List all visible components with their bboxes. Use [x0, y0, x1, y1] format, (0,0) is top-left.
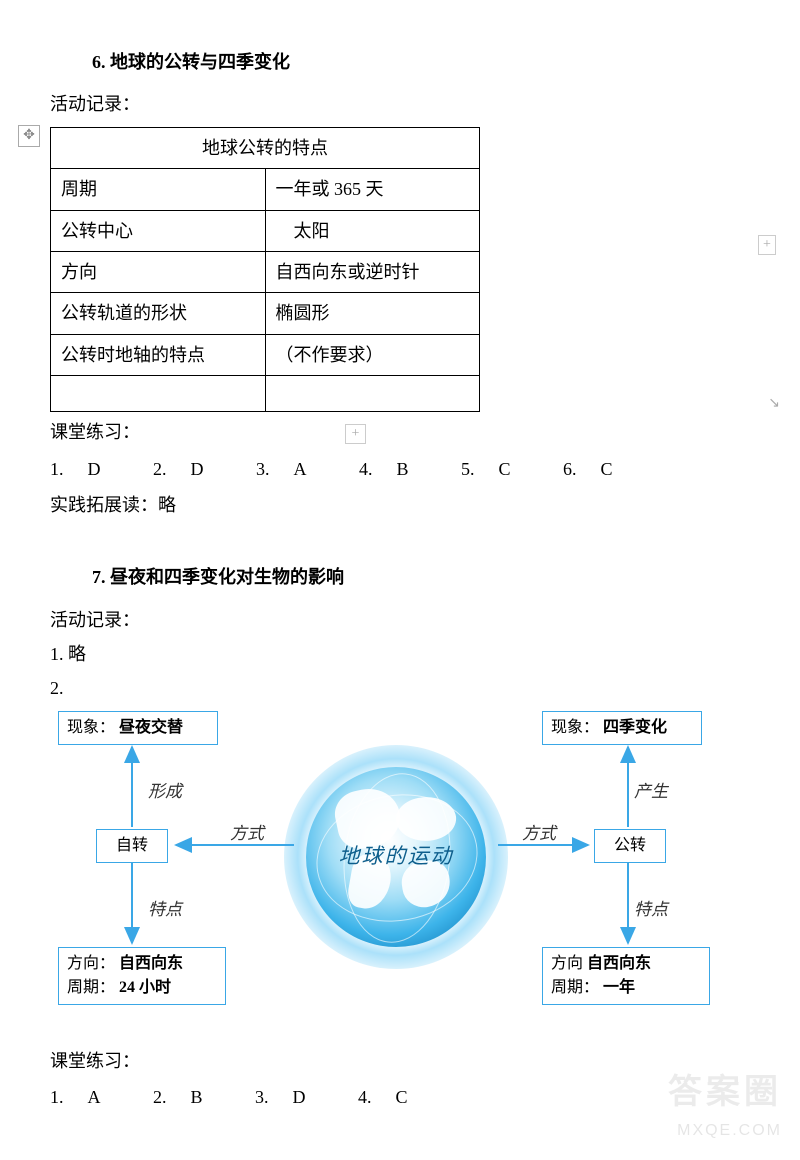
- answer-val: C: [499, 459, 511, 479]
- section7-activity-label: 活动记录：: [50, 604, 750, 636]
- answer-item: 6. C: [563, 459, 637, 479]
- answer-val: D: [293, 1087, 306, 1107]
- answer-num: 6.: [563, 459, 577, 479]
- answer-num: 2.: [153, 1087, 167, 1107]
- right-arrow-up-label: 产生: [634, 777, 668, 808]
- phenomenon-label: 现象：: [551, 719, 599, 736]
- left-arrow-up-label: 形成: [148, 777, 182, 808]
- right-arrow-in-label: 方式: [522, 819, 556, 850]
- section6-practice-label: 课堂练习：: [50, 422, 140, 442]
- table-wrapper: ✥ + 地球公转的特点 周期一年或 365 天 公转中心 太阳 方向自西向东或逆…: [50, 127, 750, 412]
- table-row: 公转时地轴的特点（不作要求）: [51, 334, 480, 375]
- period-label: 周期：: [67, 979, 115, 996]
- table-row: 公转轨道的形状椭圆形: [51, 293, 480, 334]
- answer-val: B: [397, 459, 409, 479]
- answer-num: 1.: [50, 1087, 64, 1107]
- watermark-line2: MXQE.COM: [668, 1117, 782, 1146]
- resize-handle-icon[interactable]: ↘: [768, 391, 780, 416]
- period-label: 周期：: [551, 979, 599, 996]
- table-cell-key: 公转中心: [51, 210, 266, 251]
- answer-item: 4. C: [358, 1087, 432, 1107]
- answer-num: 4.: [359, 459, 373, 479]
- answer-num: 3.: [256, 459, 270, 479]
- section7-practice-label: 课堂练习：: [50, 1045, 750, 1077]
- globe-label: 地球的运动: [306, 767, 486, 947]
- left-mid-box: 自转: [96, 829, 168, 863]
- section6-activity-label: 活动记录：: [50, 88, 750, 120]
- phenomenon-value: 昼夜交替: [119, 719, 183, 736]
- answer-item: 5. C: [461, 459, 535, 479]
- right-mid-box: 公转: [594, 829, 666, 863]
- section6-title: 6. 地球的公转与四季变化: [92, 46, 750, 78]
- left-arrow-in-label: 方式: [230, 819, 264, 850]
- phenomenon-label: 现象：: [67, 719, 115, 736]
- left-bottom-box: 方向： 自西向东 周期： 24 小时: [58, 947, 226, 1005]
- globe-graphic: 地球的运动: [306, 767, 486, 947]
- right-bottom-box: 方向 自西向东 周期： 一年: [542, 947, 710, 1005]
- table-cell-val: 太阳: [265, 210, 480, 251]
- answer-item: 3. A: [256, 459, 331, 479]
- characteristics-table: 地球公转的特点 周期一年或 365 天 公转中心 太阳 方向自西向东或逆时针 公…: [50, 127, 480, 412]
- answer-num: 5.: [461, 459, 475, 479]
- answer-item: 2. B: [153, 1087, 227, 1107]
- table-row: 方向自西向东或逆时针: [51, 251, 480, 292]
- table-cell-key: 方向: [51, 251, 266, 292]
- answer-item: 3. D: [255, 1087, 330, 1107]
- section7-item2-prefix: 2.: [50, 672, 750, 704]
- answer-val: B: [191, 1087, 203, 1107]
- section7-title: 7. 昼夜和四季变化对生物的影响: [92, 561, 750, 593]
- table-row: [51, 376, 480, 412]
- table-cell-key: [51, 376, 266, 412]
- table-cell-val: 自西向东或逆时针: [265, 251, 480, 292]
- answer-val: D: [88, 459, 101, 479]
- direction-label: 方向: [551, 955, 583, 972]
- period-value: 24 小时: [119, 979, 171, 996]
- section6-extension: 实践拓展读：略: [50, 489, 750, 521]
- section7-item1: 1. 略: [50, 638, 750, 670]
- answer-val: C: [601, 459, 613, 479]
- direction-value: 自西向东: [587, 955, 651, 972]
- left-top-box: 现象： 昼夜交替: [58, 711, 218, 745]
- table-cell-val: （不作要求）: [265, 334, 480, 375]
- answer-item: 2. D: [153, 459, 228, 479]
- answer-item: 1. A: [50, 1087, 125, 1107]
- earth-motion-diagram: 现象： 昼夜交替 自转 方向： 自西向东 周期： 24 小时 现象： 四季变化 …: [44, 711, 744, 1041]
- rotation-value: 自转: [116, 837, 148, 854]
- answer-val: C: [396, 1087, 408, 1107]
- revolution-value: 公转: [614, 837, 646, 854]
- table-cell-key: 公转轨道的形状: [51, 293, 266, 334]
- answer-val: A: [294, 459, 307, 479]
- answer-num: 1.: [50, 459, 64, 479]
- table-footer-row: 课堂练习： +: [50, 416, 750, 448]
- table-cell-val: 椭圆形: [265, 293, 480, 334]
- section7-answers: 1. A 2. B 3. D 4. C: [50, 1081, 750, 1113]
- right-top-box: 现象： 四季变化: [542, 711, 702, 745]
- table-header-cell: 地球公转的特点: [51, 127, 480, 168]
- left-arrow-down-label: 特点: [148, 895, 182, 926]
- table-row: 公转中心 太阳: [51, 210, 480, 251]
- answer-num: 2.: [153, 459, 167, 479]
- phenomenon-value: 四季变化: [603, 719, 667, 736]
- add-column-icon[interactable]: +: [758, 235, 776, 255]
- answer-val: A: [88, 1087, 101, 1107]
- table-row: 周期一年或 365 天: [51, 169, 480, 210]
- table-header-row: 地球公转的特点: [51, 127, 480, 168]
- table-cell-val: 一年或 365 天: [265, 169, 480, 210]
- answer-num: 4.: [358, 1087, 372, 1107]
- answer-item: 1. D: [50, 459, 125, 479]
- answer-num: 3.: [255, 1087, 269, 1107]
- direction-label: 方向：: [67, 955, 115, 972]
- period-value: 一年: [603, 979, 635, 996]
- move-handle-icon[interactable]: ✥: [18, 125, 40, 147]
- answer-val: D: [191, 459, 204, 479]
- add-row-icon[interactable]: +: [345, 424, 367, 444]
- direction-value: 自西向东: [119, 955, 183, 972]
- table-cell-key: 周期: [51, 169, 266, 210]
- right-arrow-down-label: 特点: [634, 895, 668, 926]
- table-cell-key: 公转时地轴的特点: [51, 334, 266, 375]
- answer-item: 4. B: [359, 459, 433, 479]
- table-cell-val: [265, 376, 480, 412]
- section6-answers: 1. D 2. D 3. A 4. B 5. C 6. C: [50, 453, 750, 485]
